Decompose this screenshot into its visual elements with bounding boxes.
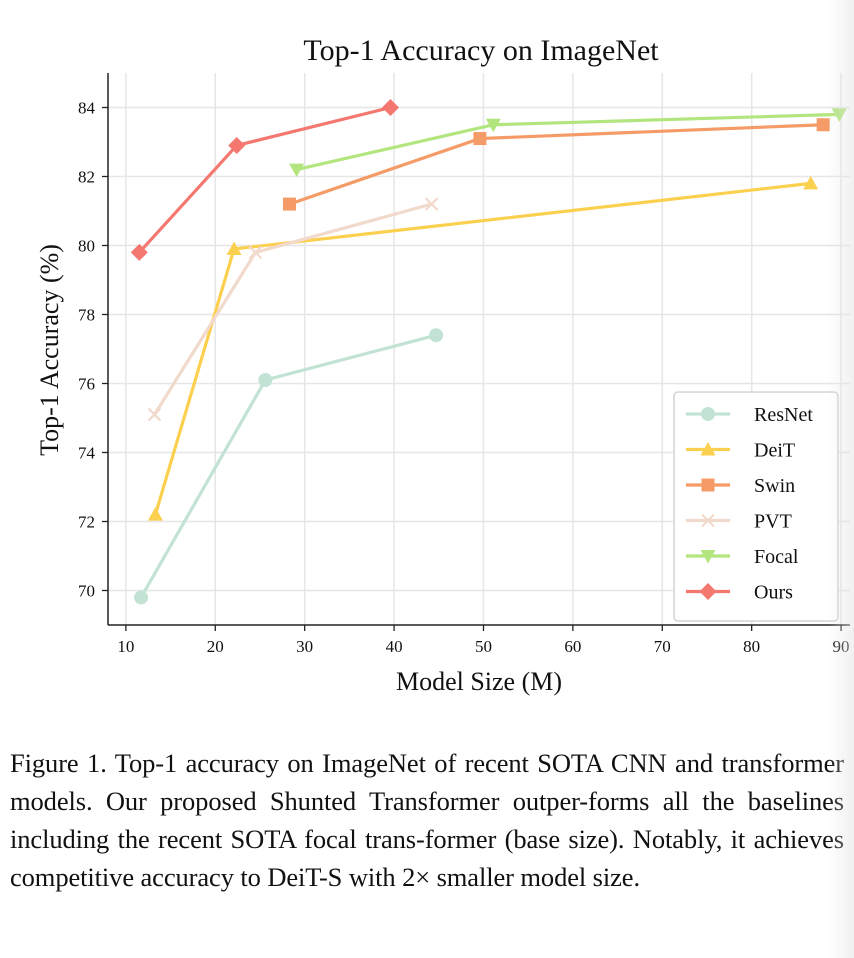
chart-title: Top-1 Accuracy on ImageNet [303,34,659,67]
y-axis-label: Top-1 Accuracy (%) [35,244,64,456]
data-point-resnet [258,373,273,388]
data-point-deit [803,175,819,190]
x-tick-label: 90 [833,637,850,656]
x-tick-label: 10 [117,637,134,656]
legend-label: ResNet [754,404,813,426]
line-chart: 10 20 30 40 50 60 70 80 90 70 72 74 76 78 80 82 84 Top-1… [35,34,850,696]
data-point-pvt [147,407,162,422]
legend-marker [701,407,715,421]
x-tick-label: 50 [475,637,492,656]
y-tick-label: 72 [78,513,95,532]
marker-stroke [424,197,439,211]
y-tick-label: 84 [78,99,96,118]
legend-label: Swin [754,475,795,497]
marker-stroke [248,245,263,260]
data-point-focal [485,118,501,133]
y-tick-label: 82 [78,168,95,187]
chart-area: 10 20 30 40 50 60 70 80 90 70 72 74 76 78 80 82 84 Top-1… [35,34,850,696]
y-tick-label: 78 [78,306,95,325]
series-resnet [134,328,444,605]
series-ours [130,99,399,261]
legend-marker [700,550,716,564]
x-tick-label: 40 [386,637,403,656]
legend-label: DeiT [754,440,795,462]
x-tick-label: 70 [654,637,671,656]
x-tick-label: 60 [564,637,581,656]
y-tick-label: 70 [78,582,95,601]
legend-item-resnet: ResNet [686,404,813,426]
legend-marker [701,513,715,528]
series-line-ours [137,105,393,254]
data-point-pvt [248,245,263,260]
data-point-pvt [424,197,439,211]
legend-item-ours: Ours [686,582,793,604]
legend-marker [701,478,715,492]
legend-label: Focal [754,546,799,568]
legend-marker [700,442,716,456]
legend: ResNet DeiT Swin PVT Focal Ours [673,391,839,622]
data-point-swin [473,132,487,146]
legend-item-deit: DeiT [686,440,795,462]
series-line-resnet [139,333,438,600]
data-point-focal [289,163,305,178]
data-point-deit [147,507,163,521]
axes: 10 20 30 40 50 60 70 80 90 70 72 74 76 78 80 82 84 [78,73,850,656]
y-tick-label: 76 [78,375,95,394]
data-point-resnet [134,590,149,605]
x-tick-label: 80 [743,637,760,656]
y-tick-label: 74 [78,444,96,463]
marker-stroke [701,513,715,528]
data-point-ours [381,99,399,116]
data-point-deit [226,241,242,255]
data-point-swin [282,197,296,211]
x-axis-label: Model Size (M) [396,667,562,696]
data-point-ours [130,243,148,261]
legend-marker [699,583,717,600]
legend-label: PVT [754,511,792,533]
grid-lines [108,73,850,625]
legend-item-swin: Swin [686,475,795,497]
legend-item-focal: Focal [686,546,799,568]
series-pvt [147,197,439,422]
x-tick-label: 30 [296,637,313,656]
legend-item-pvt: PVT [686,511,792,533]
series-line-focal [295,112,841,172]
y-tick-label: 80 [78,237,95,256]
series-swin [282,118,830,211]
x-tick-label: 20 [207,637,224,656]
series-focal [289,108,847,178]
series-deit [147,175,819,521]
data-point-swin [816,118,830,132]
marker-stroke [147,407,162,422]
data-point-resnet [429,328,444,343]
series-group [130,99,847,605]
legend-label: Ours [754,582,793,604]
figure-caption: Figure 1. Top-1 accuracy on ImageNet of … [10,748,844,892]
data-point-ours [228,136,246,154]
